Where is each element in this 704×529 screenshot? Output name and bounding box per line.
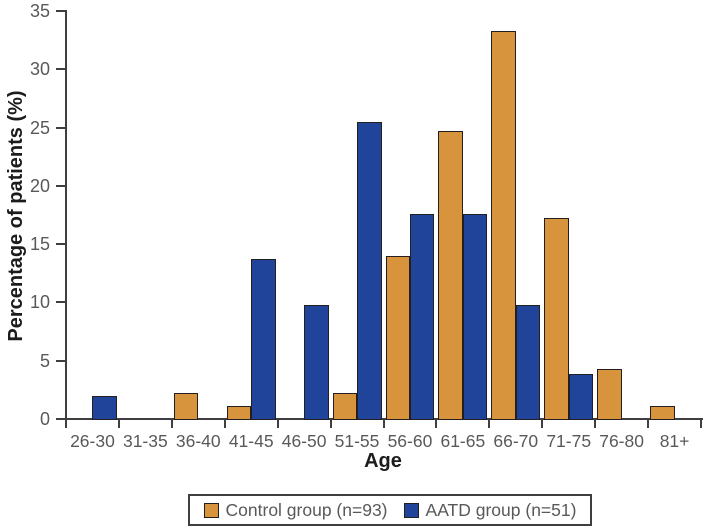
- y-tick: [56, 418, 66, 420]
- bar-aatd-61-65: [462, 213, 488, 420]
- x-tick: [117, 419, 120, 428]
- x-tick-label: 66-70: [493, 431, 539, 451]
- bar-aatd-46-50: [304, 304, 329, 420]
- x-tick-label: 36-40: [175, 431, 221, 451]
- bar-aatd-56-60: [409, 213, 435, 420]
- y-tick: [56, 184, 66, 187]
- bar-aatd-41-45: [251, 259, 276, 420]
- legend-swatch-aatd: [403, 502, 419, 518]
- x-tick-label: 56-60: [387, 431, 433, 451]
- bar-control-51-55: [332, 393, 358, 420]
- x-tick: [170, 419, 173, 428]
- y-tick-label: 5: [39, 350, 50, 371]
- y-tick: [56, 359, 66, 362]
- bar-control-56-60: [385, 255, 410, 420]
- bar-control-71-75: [544, 218, 569, 420]
- bar-control-61-65: [438, 131, 463, 420]
- x-tick-label: 81+: [659, 431, 690, 451]
- x-tick-label: 31-35: [122, 431, 168, 451]
- y-tick-label: 15: [29, 234, 50, 255]
- bar-control-66-70: [491, 30, 516, 420]
- x-tick-label: 76-80: [599, 431, 644, 451]
- x-tick: [223, 419, 226, 428]
- bar-control-76-80: [597, 368, 622, 420]
- bar-aatd-26-30: [92, 395, 117, 420]
- y-tick: [56, 243, 66, 246]
- x-tick: [382, 419, 385, 428]
- legend-item-aatd: AATD group (n=51): [403, 499, 577, 521]
- x-tick: [541, 419, 544, 428]
- x-tick-label: 46-50: [281, 431, 327, 451]
- legend-label-aatd: AATD group (n=51): [425, 499, 577, 520]
- bar-aatd-51-55: [357, 121, 382, 420]
- bar-control-81+: [650, 406, 675, 420]
- y-tick: [56, 126, 66, 129]
- x-tick-label: 51-55: [334, 431, 380, 451]
- x-tick: [329, 419, 332, 428]
- bar-aatd-71-75: [568, 373, 594, 420]
- y-tick-label: 0: [39, 409, 50, 429]
- y-tick-label: 10: [29, 292, 50, 313]
- y-tick: [56, 10, 66, 12]
- y-tick-label: 20: [29, 175, 50, 196]
- bar-control-36-40: [173, 393, 199, 420]
- x-tick: [594, 419, 597, 428]
- x-tick: [65, 419, 67, 428]
- y-tick: [56, 301, 66, 304]
- legend-label-control: Control group (n=93): [225, 499, 388, 520]
- bar-control-41-45: [226, 406, 252, 420]
- y-tick-label: 35: [29, 1, 50, 21]
- y-tick: [56, 68, 66, 71]
- y-axis-line: [64, 10, 67, 428]
- x-tick: [488, 419, 491, 428]
- x-tick-label: 71-75: [546, 431, 592, 451]
- x-axis-title: Age: [364, 450, 402, 472]
- x-tick-label: 61-65: [440, 431, 486, 451]
- legend-item-control: Control group (n=93): [203, 499, 388, 521]
- x-tick: [435, 419, 438, 428]
- y-tick-label: 25: [29, 117, 50, 138]
- x-tick: [276, 419, 279, 428]
- x-tick-label: 41-45: [228, 431, 274, 451]
- x-tick-label: 26-30: [70, 431, 115, 451]
- legend-swatch-control: [203, 502, 219, 518]
- bar-aatd-66-70: [515, 304, 541, 420]
- x-tick: [700, 419, 702, 428]
- x-tick: [647, 419, 650, 428]
- legend-box: Control group (n=93) AATD group (n=51): [188, 494, 592, 526]
- y-tick-label: 30: [29, 59, 50, 80]
